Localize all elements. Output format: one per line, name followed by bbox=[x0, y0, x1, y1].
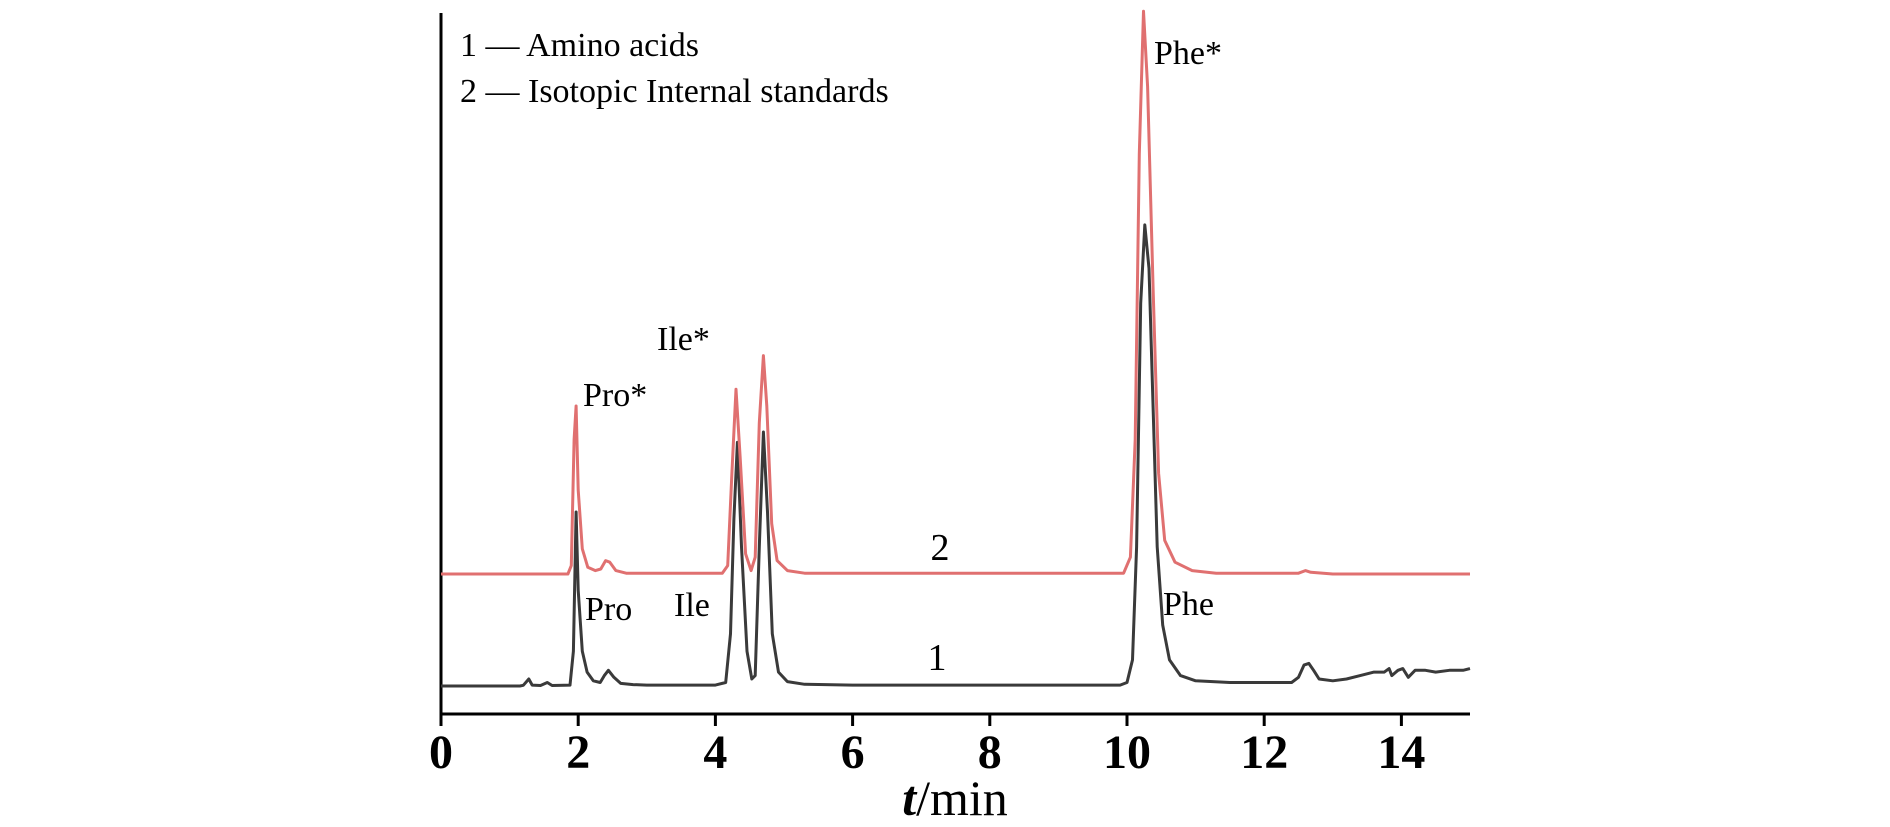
peak-labels: Pro* Ile* Phe* Pro Ile Phe bbox=[583, 35, 1222, 628]
peak-label-phe: Phe bbox=[1163, 586, 1214, 623]
series-curves bbox=[441, 9, 1471, 688]
peak-label-phe-star: Phe* bbox=[1154, 35, 1222, 72]
peak-label-pro-star: Pro* bbox=[583, 377, 647, 414]
x-axis-title-variable: t bbox=[902, 770, 918, 826]
series-1-line bbox=[441, 223, 1471, 688]
x-tick-label: 0 bbox=[429, 726, 453, 779]
x-tick-label: 10 bbox=[1103, 726, 1151, 779]
x-tick-label: 6 bbox=[841, 726, 865, 779]
x-ticks: 0 2 4 6 8 10 12 14 bbox=[429, 714, 1425, 779]
series-2-line bbox=[441, 9, 1470, 576]
x-axis-title-unit: /min bbox=[916, 770, 1008, 826]
curve-label-1: 1 bbox=[928, 637, 947, 679]
peak-label-pro: Pro bbox=[585, 591, 632, 628]
curve-labels: 2 1 bbox=[928, 527, 950, 679]
peak-label-ile: Ile bbox=[674, 587, 710, 624]
x-tick-label: 8 bbox=[978, 726, 1002, 779]
x-tick-label: 12 bbox=[1240, 726, 1288, 779]
curve-label-2: 2 bbox=[931, 527, 950, 569]
x-axis-title: t/min bbox=[902, 770, 1008, 826]
legend-entry-2: 2 — Isotopic Internal standards bbox=[460, 73, 889, 110]
legend-entry-1: 1 — Amino acids bbox=[460, 27, 699, 64]
peak-label-ile-star: Ile* bbox=[657, 321, 710, 358]
x-tick-label: 14 bbox=[1377, 726, 1425, 779]
x-tick-label: 4 bbox=[703, 726, 727, 779]
axes bbox=[439, 13, 1470, 716]
legend: 1 — Amino acids 2 — Isotopic Internal st… bbox=[460, 27, 889, 110]
x-tick-label: 2 bbox=[566, 726, 590, 779]
